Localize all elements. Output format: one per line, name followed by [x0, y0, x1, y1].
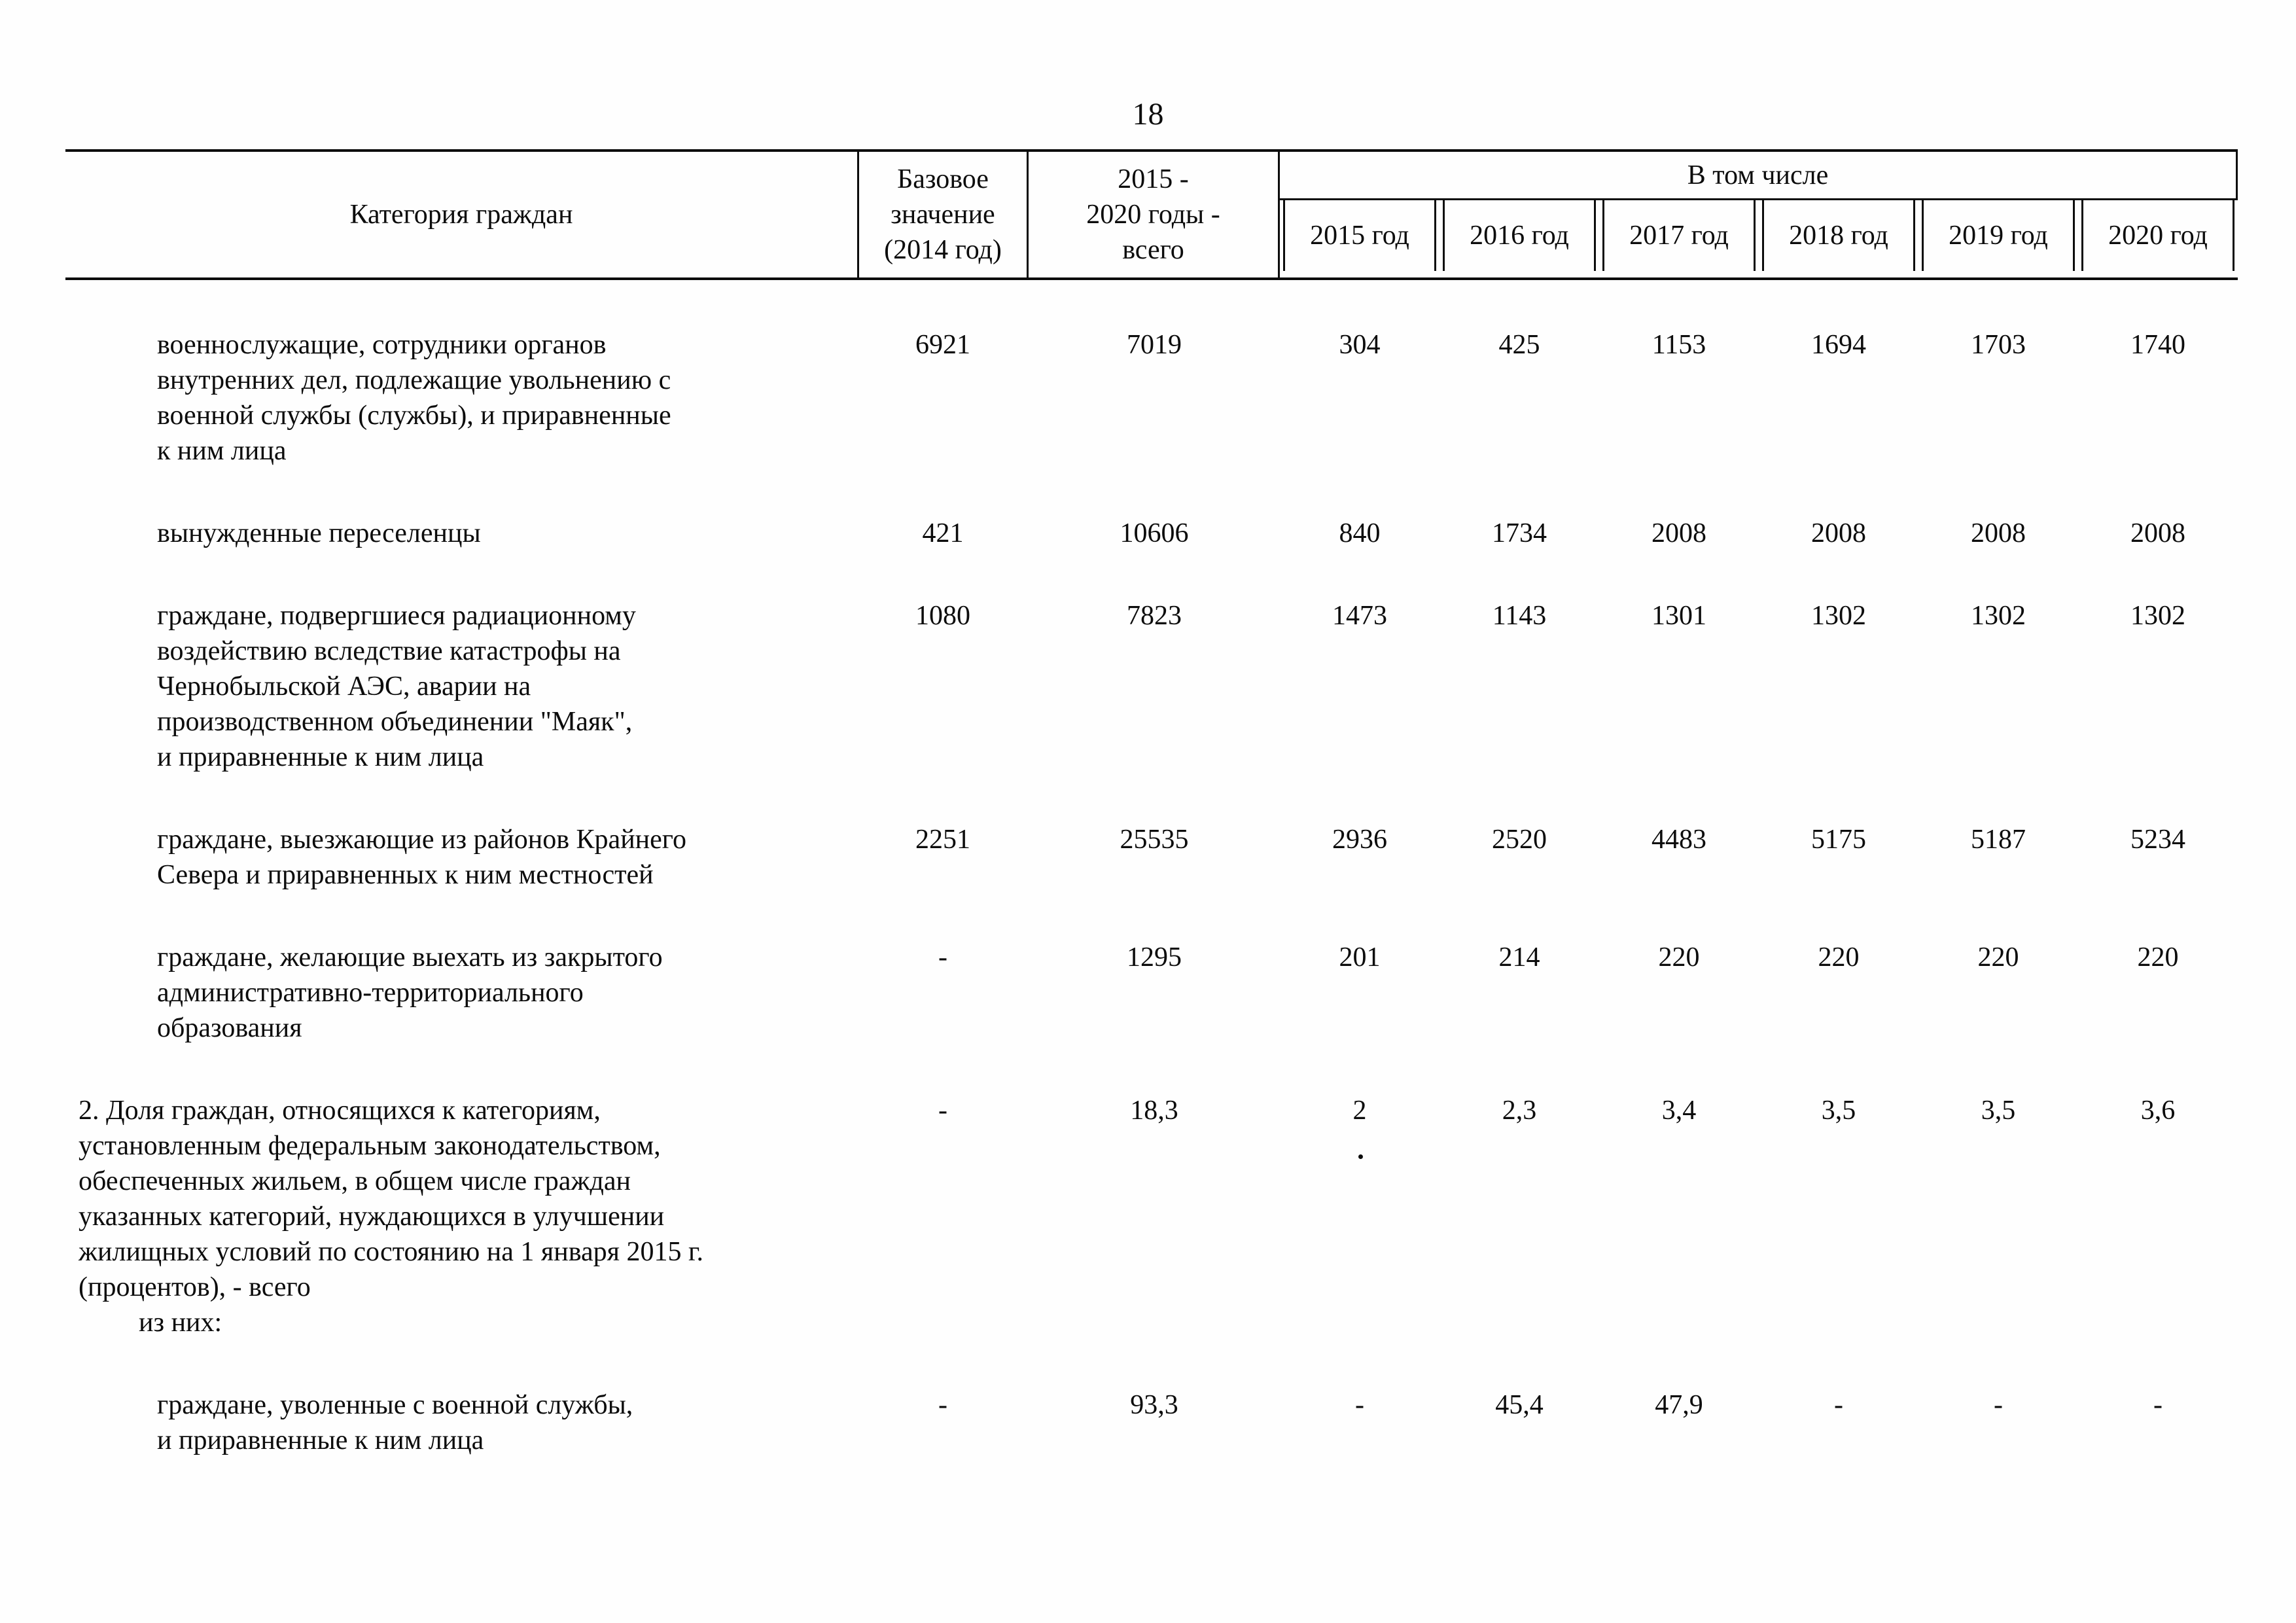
value-cell: 2251 — [915, 825, 970, 855]
table-header: Категория граждан Базовое значение (2014… — [65, 149, 2238, 280]
table-row: военнослужащие, сотрудники органов внутр… — [65, 327, 2238, 469]
value-cell: 7019 — [1127, 330, 1182, 360]
value-cell: 2936 — [1332, 825, 1387, 855]
value-cell: - — [2153, 1390, 2163, 1420]
category-subline: из них: — [139, 1308, 222, 1338]
value-cell: 3,6 — [2140, 1096, 2176, 1126]
table-row: граждане, желающие выехать из закрытого … — [65, 940, 2238, 1046]
value-cell: 1153 — [1651, 330, 1706, 360]
value-cell: 1302 — [1971, 601, 2026, 631]
table-row: граждане, выезжающие из районов Крайнего… — [65, 822, 2238, 893]
value-cell: 5187 — [1971, 825, 2026, 855]
category-cell: граждане, выезжающие из районов Крайнего… — [65, 822, 857, 893]
value-cell: 47,9 — [1655, 1390, 1703, 1420]
value-cell: 5175 — [1811, 825, 1866, 855]
value-cell: 1694 — [1811, 330, 1866, 360]
category-text: граждане, уволенные с военной службы, и … — [157, 1390, 633, 1455]
year-header: 2018 год — [1762, 200, 1915, 271]
year-header: 2020 год — [2081, 200, 2234, 271]
value-cell: - — [1994, 1390, 2003, 1420]
value-cell: 2520 — [1492, 825, 1547, 855]
value-cell: 6921 — [915, 330, 970, 360]
value-cell: 1734 — [1492, 518, 1547, 548]
table-row: 2. Доля граждан, относящихся к категория… — [65, 1093, 2238, 1340]
value-cell: 220 — [1977, 942, 2019, 972]
year-header: 2016 год — [1443, 200, 1596, 271]
value-cell: 2008 — [1971, 518, 2026, 548]
value-cell: 1143 — [1492, 601, 1547, 631]
value-cell: 2008 — [1651, 518, 1706, 548]
value-cell: 304 — [1339, 330, 1381, 360]
value-cell: 1080 — [915, 601, 970, 631]
value-cell: 425 — [1498, 330, 1540, 360]
value-cell: 3,5 — [1821, 1096, 1856, 1126]
value-cell: 1301 — [1651, 601, 1706, 631]
value-cell: 214 — [1498, 942, 1540, 972]
value-cell: 1740 — [2130, 330, 2185, 360]
value-cell: 93,3 — [1130, 1390, 1178, 1420]
value-cell: 220 — [2137, 942, 2179, 972]
value-cell: 3,5 — [1981, 1096, 2016, 1126]
value-cell: 18,3 — [1130, 1096, 1178, 1126]
data-table: Категория граждан Базовое значение (2014… — [65, 149, 2238, 1458]
including-header: В том числе — [1280, 152, 2238, 200]
value-cell: 1302 — [2130, 601, 2185, 631]
category-text: граждане, желающие выехать из закрытого … — [157, 942, 663, 1043]
value-cell: 2008 — [2130, 518, 2185, 548]
table-row: вынужденные переселенцы 421 10606 840 1734 2… — [65, 516, 2238, 551]
category-cell: граждане, желающие выехать из закрытого … — [65, 940, 857, 1046]
category-text: вынужденные переселенцы — [157, 518, 481, 548]
value-cell: 1703 — [1971, 330, 2026, 360]
value-cell: - — [938, 1390, 947, 1420]
category-text: граждане, подвергшиеся радиационному воз… — [157, 601, 636, 772]
value-cell: 220 — [1818, 942, 1860, 972]
value-cell: 840 — [1339, 518, 1381, 548]
category-text: граждане, выезжающие из районов Крайнего… — [157, 825, 686, 890]
value-cell: 1295 — [1127, 942, 1182, 972]
value-cell: 220 — [1658, 942, 1700, 972]
year-header: 2019 год — [1922, 200, 2075, 271]
category-cell: граждане, уволенные с военной службы, и … — [65, 1387, 857, 1458]
year-header: 2017 год — [1602, 200, 1756, 271]
category-text: 2. Доля граждан, относящихся к категория… — [79, 1096, 703, 1302]
table-body: военнослужащие, сотрудники органов внутр… — [65, 327, 2238, 1458]
value-cell: 25535 — [1120, 825, 1189, 855]
base-value-header: Базовое значение (2014 год) — [857, 152, 1029, 277]
table-row: граждане, подвергшиеся радиационному воз… — [65, 598, 2238, 775]
value-cell: 3,4 — [1661, 1096, 1697, 1126]
value-cell: 201 — [1339, 942, 1381, 972]
value-cell: 2008 — [1811, 518, 1866, 548]
value-cell: 10606 — [1120, 518, 1189, 548]
scan-speck — [1358, 1154, 1363, 1159]
value-cell: - — [1355, 1390, 1364, 1420]
value-cell: - — [938, 942, 947, 972]
category-cell: вынужденные переселенцы — [65, 516, 857, 551]
value-cell: 2,3 — [1502, 1096, 1537, 1126]
category-cell: военнослужащие, сотрудники органов внутр… — [65, 327, 857, 469]
value-cell: 1302 — [1811, 601, 1866, 631]
category-text: военнослужащие, сотрудники органов внутр… — [157, 330, 671, 466]
category-cell: граждане, подвергшиеся радиационному воз… — [65, 598, 857, 775]
value-cell: 5234 — [2130, 825, 2185, 855]
page-number: 18 — [1132, 97, 1164, 132]
value-cell: 45,4 — [1495, 1390, 1544, 1420]
total-2015-2020-header: 2015 - 2020 годы - всего — [1029, 152, 1280, 277]
value-cell: - — [938, 1096, 947, 1126]
value-cell: - — [1834, 1390, 1843, 1420]
value-cell: 421 — [922, 518, 964, 548]
category-cell: 2. Доля граждан, относящихся к категория… — [65, 1093, 857, 1340]
value-cell: 4483 — [1651, 825, 1706, 855]
value-cell: 1473 — [1332, 601, 1387, 631]
year-header: 2015 год — [1283, 200, 1436, 271]
value-cell: 2 — [1352, 1096, 1367, 1126]
table-row: граждане, уволенные с военной службы, и … — [65, 1387, 2238, 1458]
category-header: Категория граждан — [349, 200, 573, 230]
value-cell: 7823 — [1127, 601, 1182, 631]
